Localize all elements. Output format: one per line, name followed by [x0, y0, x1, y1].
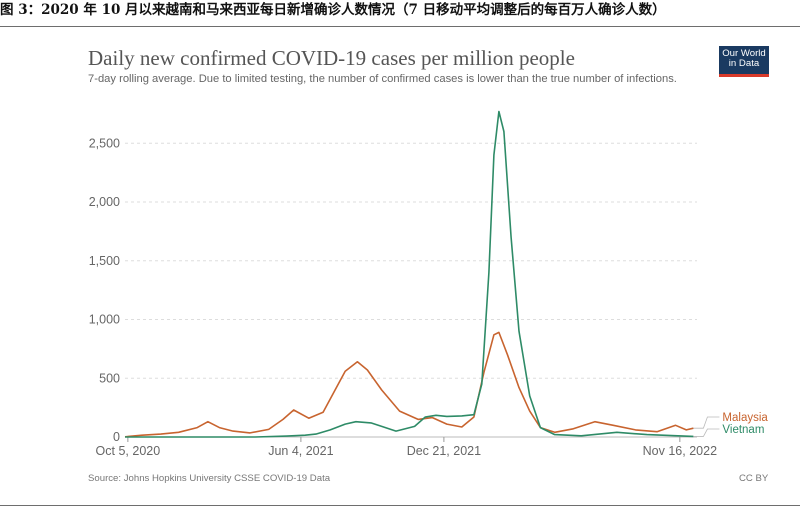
logo-accent-bar	[719, 74, 769, 77]
x-tick-label: Nov 16, 2022	[643, 444, 717, 458]
x-tick-label: Jun 4, 2021	[268, 444, 333, 458]
series-line-malaysia	[124, 331, 694, 438]
chart-title: Daily new confirmed COVID-19 cases per m…	[88, 46, 575, 70]
x-tick-label: Oct 5, 2020	[96, 444, 161, 458]
bottom-divider	[0, 505, 800, 506]
chart-subtitle: 7-day rolling average. Due to limited te…	[88, 73, 677, 85]
y-tick-label: 2,000	[89, 195, 120, 209]
y-tick-label: 2,500	[89, 136, 120, 150]
y-tick-label: 1,000	[89, 313, 120, 327]
series-line-vietnam	[125, 110, 694, 438]
logo-line-2: in Data	[728, 58, 760, 69]
x-tick-label: Dec 21, 2021	[407, 444, 481, 458]
figure-caption: 图 3：2020 年 10 月以来越南和马来西亚每日新增确诊人数情况（7 日移动…	[0, 2, 666, 18]
legend-label-malaysia: Malaysia	[722, 412, 768, 424]
y-tick-label: 0	[113, 430, 120, 444]
y-tick-label: 500	[99, 371, 120, 385]
logo-line-1: Our World	[722, 48, 766, 59]
license-label[interactable]: CC BY	[739, 473, 769, 484]
source-note: Source: Johns Hopkins University CSSE CO…	[88, 473, 331, 484]
legend-label-vietnam: Vietnam	[722, 424, 764, 436]
legend-connector	[693, 416, 720, 429]
legend-connector	[693, 428, 720, 437]
y-tick-label: 1,500	[89, 254, 120, 268]
owid-logo[interactable]: Our World in Data	[719, 46, 769, 74]
top-divider	[0, 26, 800, 27]
